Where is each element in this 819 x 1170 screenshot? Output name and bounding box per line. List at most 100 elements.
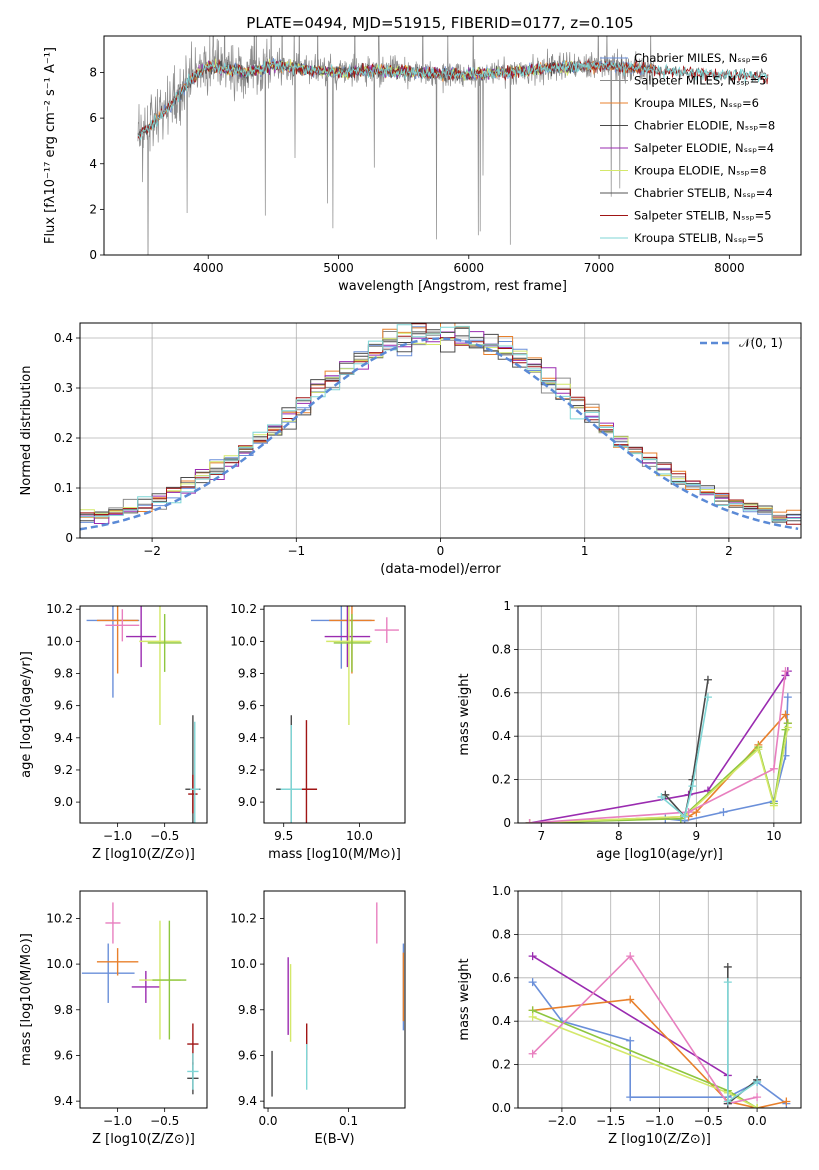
axes-frame bbox=[79, 322, 802, 539]
y-tick-label: 0.4 bbox=[492, 729, 511, 743]
weight-series-line bbox=[664, 679, 709, 819]
y-tick-label: 0.2 bbox=[492, 773, 511, 787]
axes-frame bbox=[103, 35, 802, 256]
x-tick-label: −1 bbox=[287, 544, 305, 558]
x-tick-label: 9.5 bbox=[274, 829, 293, 843]
x-axis-label: (data-model)/error bbox=[380, 562, 501, 577]
weight-series-line bbox=[532, 954, 758, 1105]
x-tick-label: 6000 bbox=[454, 261, 485, 275]
axes-frame bbox=[517, 890, 802, 1109]
plot-area bbox=[525, 667, 792, 823]
axes-frame bbox=[79, 890, 208, 1109]
weight-series-line bbox=[529, 722, 789, 823]
x-tick-label: 9 bbox=[693, 829, 701, 843]
y-tick-label: 0.8 bbox=[492, 927, 511, 941]
y-tick-label: 10.0 bbox=[230, 634, 257, 648]
y-tick-label: 0.6 bbox=[492, 971, 511, 985]
x-tick-label: 0 bbox=[437, 544, 445, 558]
axes-frame bbox=[263, 890, 406, 1109]
x-tick-label: 1 bbox=[581, 544, 589, 558]
y-tick-label: 9.0 bbox=[54, 795, 73, 809]
x-tick-label: −2.0 bbox=[547, 1114, 576, 1128]
residuals-panel: −2 −1 0 1 2 0 0.1 0.2 0.3 0.4 (data-model)/error No… bbox=[19, 322, 802, 577]
weight-point-marker bbox=[703, 693, 712, 702]
x-tick-label: 0.0 bbox=[748, 1114, 767, 1128]
y-tick-label: 10.2 bbox=[230, 911, 257, 925]
weight-series-line bbox=[529, 670, 789, 823]
y-tick-label: 9.6 bbox=[54, 1048, 73, 1062]
x-tick-label: 8000 bbox=[714, 261, 745, 275]
x-tick-label: −1.0 bbox=[645, 1114, 674, 1128]
axes-frame bbox=[517, 605, 802, 824]
weight-point-marker bbox=[703, 675, 712, 684]
weight-series-line bbox=[529, 697, 789, 823]
plot-area bbox=[80, 323, 801, 531]
figure-title: PLATE=0494, MJD=51915, FIBERID=0177, z=0… bbox=[246, 14, 633, 32]
plot-area bbox=[81, 902, 199, 1095]
y-tick-label: 6 bbox=[89, 111, 97, 125]
y-tick-label: 8 bbox=[89, 66, 97, 80]
weight-series-line bbox=[532, 1016, 758, 1108]
y-tick-label: 10.2 bbox=[46, 911, 73, 925]
x-tick-label: 0.0 bbox=[258, 1114, 277, 1128]
weight-point-marker bbox=[626, 1036, 635, 1045]
y-tick-label: 0.1 bbox=[54, 481, 73, 495]
y-tick-label: 0.3 bbox=[54, 381, 73, 395]
weight-point-marker bbox=[528, 1049, 537, 1058]
x-tick-label: −0.5 bbox=[150, 1114, 179, 1128]
y-tick-label: 9.6 bbox=[238, 699, 257, 713]
x-tick-label: 5000 bbox=[323, 261, 354, 275]
weight-point-marker bbox=[723, 978, 732, 987]
legend-label: Kroupa ELODIE, Nₛₛₚ=8 bbox=[634, 164, 767, 178]
x-tick-label: −2 bbox=[143, 544, 161, 558]
x-tick-label: −0.5 bbox=[694, 1114, 723, 1128]
weight-point-marker bbox=[781, 710, 790, 719]
x-tick-label: 10.0 bbox=[346, 829, 373, 843]
x-tick-label: −1.5 bbox=[596, 1114, 625, 1128]
histogram-kroupa-stelib bbox=[80, 324, 801, 522]
y-tick-label: 9.8 bbox=[238, 1003, 257, 1017]
x-axis-label: wavelength [Angstrom, rest frame] bbox=[338, 279, 567, 294]
y-tick-label: 0.2 bbox=[54, 431, 73, 445]
observed-spectrum-line bbox=[137, 36, 655, 255]
x-axis-label: mass [log10(M/M⊙)] bbox=[268, 847, 401, 862]
weight-series-line bbox=[727, 967, 758, 1106]
x-tick-label: −1.0 bbox=[103, 829, 132, 843]
y-tick-label: 9.2 bbox=[54, 763, 73, 777]
weight-point-marker bbox=[781, 667, 790, 676]
histogram-salpeter-stelib bbox=[80, 323, 801, 525]
y-axis-label: mass weight bbox=[457, 958, 472, 1040]
x-tick-label: 7000 bbox=[584, 261, 615, 275]
x-tick-label: −1.0 bbox=[103, 1114, 132, 1128]
y-tick-label: 9.8 bbox=[54, 667, 73, 681]
y-tick-label: 9.6 bbox=[54, 699, 73, 713]
legend-label: Salpeter ELODIE, Nₛₛₚ=4 bbox=[634, 141, 774, 155]
legend-label: Chabrier ELODIE, Nₛₛₚ=8 bbox=[634, 119, 775, 133]
weight-series-line bbox=[660, 696, 709, 818]
y-tick-label: 9.6 bbox=[238, 1048, 257, 1062]
weight-point-marker bbox=[783, 723, 792, 732]
x-tick-label: 4000 bbox=[193, 261, 224, 275]
model-spectrum-salpeter-stelib bbox=[137, 58, 769, 140]
y-tick-label: 1 bbox=[503, 599, 511, 613]
y-axis-label: Normed distribution bbox=[19, 366, 34, 496]
mass-vs-metallicity-panel: −1.0 −0.5 9.4 9.6 9.8 10.0 10.2 Z [log10(Z/Z⊙)]… bbox=[19, 890, 208, 1147]
y-tick-label: 1.0 bbox=[492, 884, 511, 898]
plot-area bbox=[528, 952, 791, 1108]
weight-point-marker bbox=[769, 764, 778, 773]
y-axis-label: age [log10(age/yr)] bbox=[19, 651, 34, 778]
x-axis-label: age [log10(age/yr)] bbox=[596, 847, 723, 862]
weight-point-marker bbox=[626, 995, 635, 1004]
y-axis-label: Flux [fλ10⁻¹⁷ erg cm⁻² s⁻¹ A⁻¹] bbox=[43, 47, 58, 244]
y-tick-label: 9.2 bbox=[238, 763, 257, 777]
legend-label: Salpeter MILES, Nₛₛₚ=5 bbox=[634, 74, 767, 88]
y-tick-label: 9.4 bbox=[238, 1094, 257, 1108]
x-tick-label: 7 bbox=[537, 829, 545, 843]
y-tick-label: 9.4 bbox=[54, 1094, 73, 1108]
weight-point-marker bbox=[723, 1097, 732, 1106]
plot-area bbox=[86, 606, 201, 823]
y-tick-label: 0.0 bbox=[492, 1101, 511, 1115]
legend-label: 𝒩(0, 1) bbox=[739, 336, 783, 350]
y-tick-label: 0.4 bbox=[492, 1014, 511, 1028]
weight-point-marker bbox=[657, 792, 666, 801]
